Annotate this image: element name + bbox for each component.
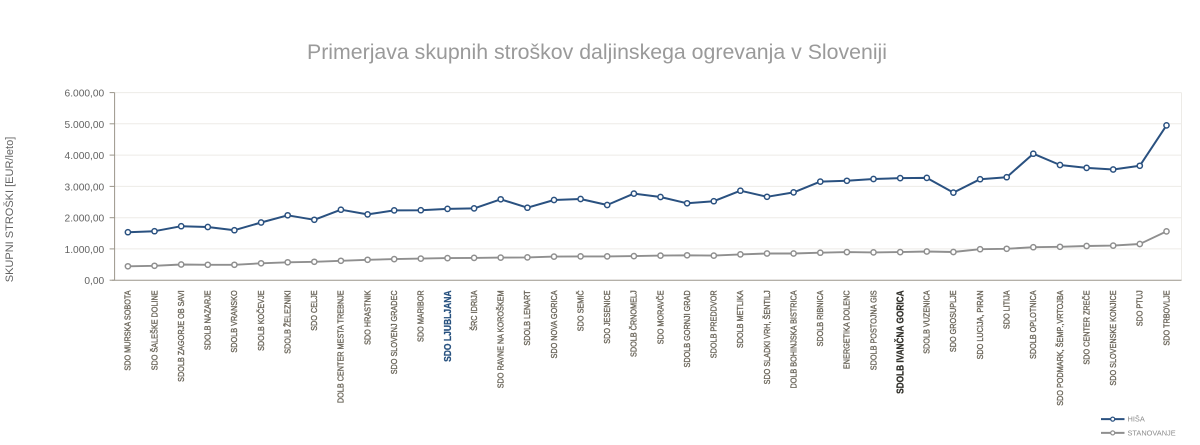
svg-text:SDO ŠALEŠKE DOLINE: SDO ŠALEŠKE DOLINE (149, 290, 159, 370)
svg-text:SDOLB ČRNOMELJ: SDOLB ČRNOMELJ (629, 290, 639, 357)
svg-text:SDO MORAVČE: SDO MORAVČE (655, 290, 665, 344)
svg-text:SDOLB OPLOTNICA: SDOLB OPLOTNICA (1028, 290, 1038, 359)
svg-text:SDOLB IVANČNA GORICA: SDOLB IVANČNA GORICA (895, 290, 907, 394)
svg-text:SDO SLOVENJ GRADEC: SDO SLOVENJ GRADEC (389, 290, 399, 374)
svg-text:SDO CELJE: SDO CELJE (309, 290, 319, 331)
svg-text:SKUPNI STROŠKI [EUR/leto]: SKUPNI STROŠKI [EUR/leto] (3, 137, 16, 282)
svg-text:SDOLB VRANSKO: SDOLB VRANSKO (229, 290, 239, 353)
svg-text:SDO CENTER ZREČE: SDO CENTER ZREČE (1081, 290, 1091, 365)
svg-text:SDO PODMARK, ŠEMP.,VRTOJBA: SDO PODMARK, ŠEMP.,VRTOJBA (1055, 290, 1065, 406)
svg-text:SDOLB METLIKA: SDOLB METLIKA (735, 290, 745, 348)
svg-text:SDO SLADKI VRH, ŠENTILJ: SDO SLADKI VRH, ŠENTILJ (762, 290, 772, 384)
svg-text:0,00: 0,00 (84, 276, 104, 287)
svg-text:SDO LITIJA: SDO LITIJA (1002, 290, 1012, 329)
svg-text:SDOLB ŽELEZNIKI: SDOLB ŽELEZNIKI (283, 290, 293, 353)
svg-text:HIŠA: HIŠA (1128, 415, 1145, 424)
svg-text:2.000,00: 2.000,00 (65, 214, 105, 225)
svg-text:SDOLB NAZARJE: SDOLB NAZARJE (203, 290, 213, 350)
svg-text:SDOLB ZAGORJE OB SAVI: SDOLB ZAGORJE OB SAVI (176, 290, 186, 382)
svg-text:SDOLB GORNJI GRAD: SDOLB GORNJI GRAD (682, 290, 692, 367)
svg-text:SDOLB LENART: SDOLB LENART (522, 290, 532, 345)
svg-text:SDO MURSKA SOBOTA: SDO MURSKA SOBOTA (123, 290, 133, 371)
svg-text:SDOLB RIBNICA: SDOLB RIBNICA (815, 290, 825, 347)
svg-text:DOLB CENTER MESTA TREBNJE: DOLB CENTER MESTA TREBNJE (336, 290, 346, 403)
svg-text:SDO HRASTNIK: SDO HRASTNIK (362, 290, 372, 345)
svg-text:5.000,00: 5.000,00 (65, 120, 105, 131)
svg-text:ŠRC IDRIJA: ŠRC IDRIJA (469, 290, 479, 331)
svg-text:SDO GROSUPLJE: SDO GROSUPLJE (948, 290, 958, 352)
svg-text:SDOLB POSTOJNA GIS: SDOLB POSTOJNA GIS (868, 290, 878, 370)
svg-text:SDOLB VUZENICA: SDOLB VUZENICA (922, 290, 932, 354)
svg-text:STANOVANJE: STANOVANJE (1128, 429, 1176, 438)
svg-text:SDOLB PREDDVOR: SDOLB PREDDVOR (709, 290, 719, 358)
svg-text:SDO RAVNE NA KOROŠKEM: SDO RAVNE NA KOROŠKEM (496, 290, 506, 388)
svg-text:SDO NOVA GORICA: SDO NOVA GORICA (549, 290, 559, 359)
svg-text:SDOLB KOČEVJE: SDOLB KOČEVJE (256, 290, 266, 351)
svg-text:SDO LUCIJA, PIRAN: SDO LUCIJA, PIRAN (975, 290, 985, 359)
svg-text:SDO LJUBLJANA: SDO LJUBLJANA (443, 290, 454, 362)
svg-text:DOLB BOHINJSKA BISTRICA: DOLB BOHINJSKA BISTRICA (788, 290, 798, 388)
svg-text:SDO SLOVENSKE KONJICE: SDO SLOVENSKE KONJICE (1108, 290, 1118, 386)
svg-text:SDO PTUJ: SDO PTUJ (1135, 290, 1145, 326)
svg-text:SDO MARIBOR: SDO MARIBOR (416, 290, 426, 342)
svg-text:SDO JESENICE: SDO JESENICE (602, 290, 612, 344)
svg-text:3.000,00: 3.000,00 (65, 182, 105, 193)
svg-text:SDO TRBOVLJE: SDO TRBOVLJE (1161, 290, 1171, 346)
svg-text:6.000,00: 6.000,00 (65, 89, 105, 100)
svg-text:SDO SEMIČ: SDO SEMIČ (575, 290, 585, 331)
svg-text:ENERGETIKA DOLENC: ENERGETIKA DOLENC (842, 290, 852, 369)
svg-text:Primerjava skupnih stroškov da: Primerjava skupnih stroškov daljinskega … (307, 40, 887, 64)
svg-text:4.000,00: 4.000,00 (65, 151, 105, 162)
svg-text:1.000,00: 1.000,00 (65, 245, 105, 256)
